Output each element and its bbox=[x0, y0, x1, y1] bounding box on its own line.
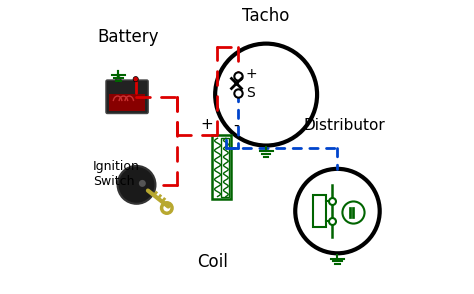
Text: S: S bbox=[246, 86, 255, 100]
Text: Battery: Battery bbox=[97, 28, 158, 46]
Text: Distributor: Distributor bbox=[304, 118, 386, 133]
Text: -: - bbox=[234, 117, 239, 132]
Circle shape bbox=[139, 180, 146, 187]
Bar bbox=[352, 207, 355, 218]
Bar bbox=[313, 195, 326, 227]
Text: Coil: Coil bbox=[197, 253, 228, 271]
Bar bbox=[212, 135, 231, 199]
Bar bbox=[109, 94, 145, 111]
Bar bbox=[348, 207, 351, 218]
Text: +: + bbox=[246, 67, 257, 81]
Text: Ignition
Switch: Ignition Switch bbox=[93, 160, 140, 188]
FancyBboxPatch shape bbox=[106, 80, 148, 113]
Text: +: + bbox=[201, 117, 213, 132]
Text: Tacho: Tacho bbox=[242, 7, 290, 25]
Circle shape bbox=[133, 76, 138, 82]
Circle shape bbox=[116, 76, 121, 82]
Circle shape bbox=[118, 166, 155, 204]
Bar bbox=[221, 138, 229, 196]
